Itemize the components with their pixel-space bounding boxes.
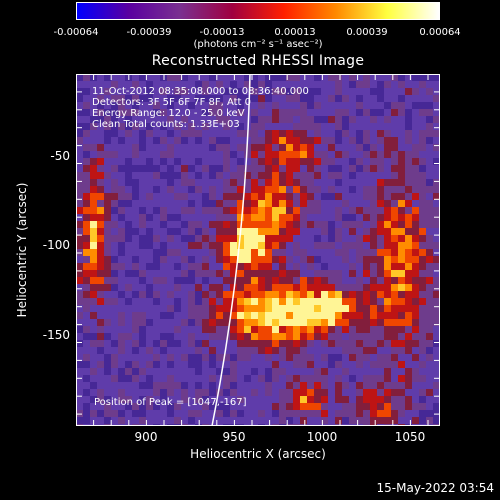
colorbar-tick: -0.00039 <box>126 27 172 38</box>
x-tick-label: 950 <box>222 430 246 444</box>
y-tick-label: -50 <box>50 149 70 163</box>
x-tick-label: 1050 <box>394 430 426 444</box>
colorbar <box>76 2 440 20</box>
peak-position: Position of Peak = [1047,-167] <box>94 397 247 408</box>
y-tick-label: -150 <box>42 328 70 342</box>
colorbar-unit: (photons cm⁻² s⁻¹ asec⁻²) <box>193 39 323 50</box>
y-tick-label: -100 <box>42 238 70 252</box>
info-energy-range: Energy Range: 12.0 - 25.0 keV <box>92 108 245 119</box>
x-axis-label: Heliocentric X (arcsec) <box>190 447 326 461</box>
info-total-counts: Clean Total counts: 1.33E+03 <box>92 119 240 130</box>
colorbar-tick: 0.00064 <box>419 27 461 38</box>
image-title: Reconstructed RHESSI Image <box>151 53 365 69</box>
info-time-range: 11-Oct-2012 08:35:08.000 to 08:36:40.000 <box>92 86 309 97</box>
colorbar-tick: 0.00013 <box>274 27 316 38</box>
observation-info: 11-Oct-2012 08:35:08.000 to 08:36:40.000… <box>92 86 309 130</box>
info-detectors: Detectors: 3F 5F 6F 7F 8F, Att 0 <box>92 97 252 108</box>
y-axis-label: Heliocentric Y (arcsec) <box>15 182 29 318</box>
x-tick-label: 1000 <box>306 430 338 444</box>
colorbar-tick: -0.00013 <box>199 27 245 38</box>
x-tick-label: 900 <box>134 430 158 444</box>
colorbar-tick: 0.00039 <box>346 27 388 38</box>
solar-limb-line <box>211 74 251 426</box>
colorbar-tick: -0.00064 <box>53 27 99 38</box>
timestamp: 15-May-2022 03:54 <box>376 481 494 495</box>
rhessi-image <box>76 74 440 426</box>
